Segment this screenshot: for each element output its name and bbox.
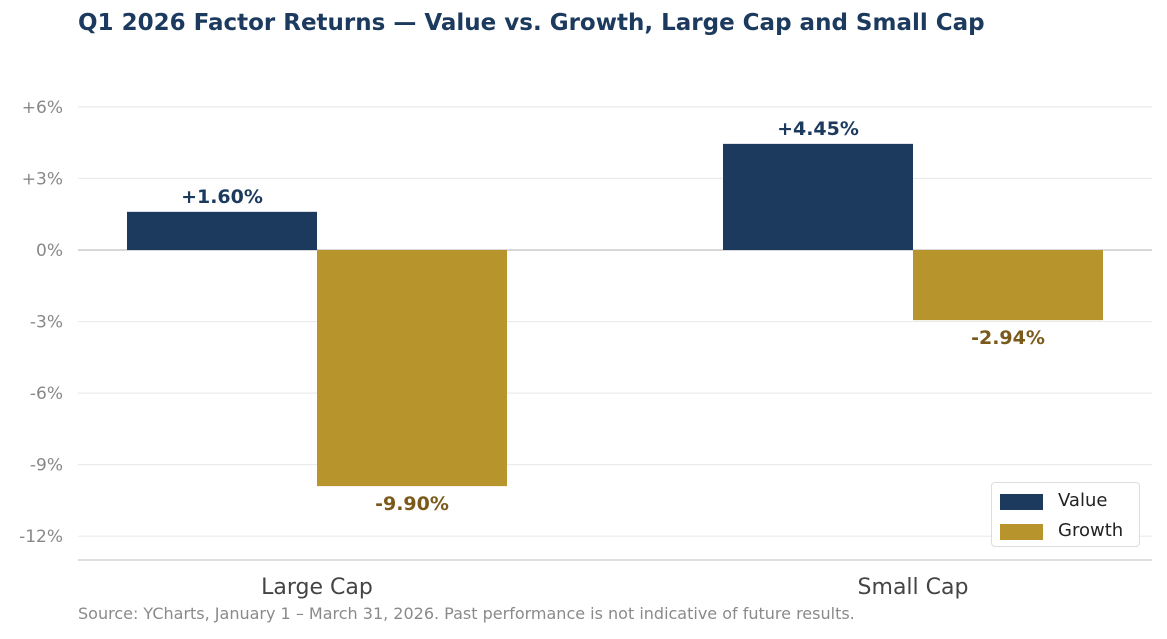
y-tick-label: -12% bbox=[19, 527, 63, 547]
bar-growth-small-cap bbox=[913, 250, 1103, 321]
bar-value-large-cap bbox=[127, 211, 317, 250]
data-label: -2.94% bbox=[971, 327, 1045, 349]
bar-growth-large-cap bbox=[317, 250, 507, 487]
legend-swatch-value bbox=[1000, 494, 1043, 510]
y-axis-ticks: +6% +3% 0% -3% -6% -9% -12% bbox=[19, 98, 63, 547]
data-labels: +1.60% +4.45% -9.90% -2.94% bbox=[181, 118, 1045, 515]
legend-label-growth: Growth bbox=[1058, 520, 1124, 541]
x-axis-categories: Large Cap Small Cap bbox=[261, 575, 968, 600]
source-note: Source: YCharts, January 1 – March 31, 2… bbox=[78, 604, 855, 623]
y-tick-label: -6% bbox=[30, 384, 63, 404]
legend-label-value: Value bbox=[1058, 490, 1108, 511]
y-tick-label: -3% bbox=[30, 313, 63, 333]
legend: Value Growth bbox=[991, 482, 1140, 547]
data-label: +4.45% bbox=[777, 118, 859, 140]
y-tick-label: 0% bbox=[36, 241, 63, 261]
x-category-label: Small Cap bbox=[858, 575, 969, 600]
bars bbox=[127, 143, 1103, 487]
legend-swatch-growth bbox=[1000, 524, 1043, 540]
data-label: +1.60% bbox=[181, 186, 263, 208]
chart-title: Q1 2026 Factor Returns — Value vs. Growt… bbox=[78, 10, 985, 36]
y-tick-label: -9% bbox=[30, 456, 63, 476]
bar-value-small-cap bbox=[723, 143, 913, 250]
y-tick-label: +6% bbox=[22, 98, 63, 118]
data-label: -9.90% bbox=[375, 493, 449, 515]
y-tick-label: +3% bbox=[22, 169, 63, 189]
x-category-label: Large Cap bbox=[261, 575, 373, 600]
